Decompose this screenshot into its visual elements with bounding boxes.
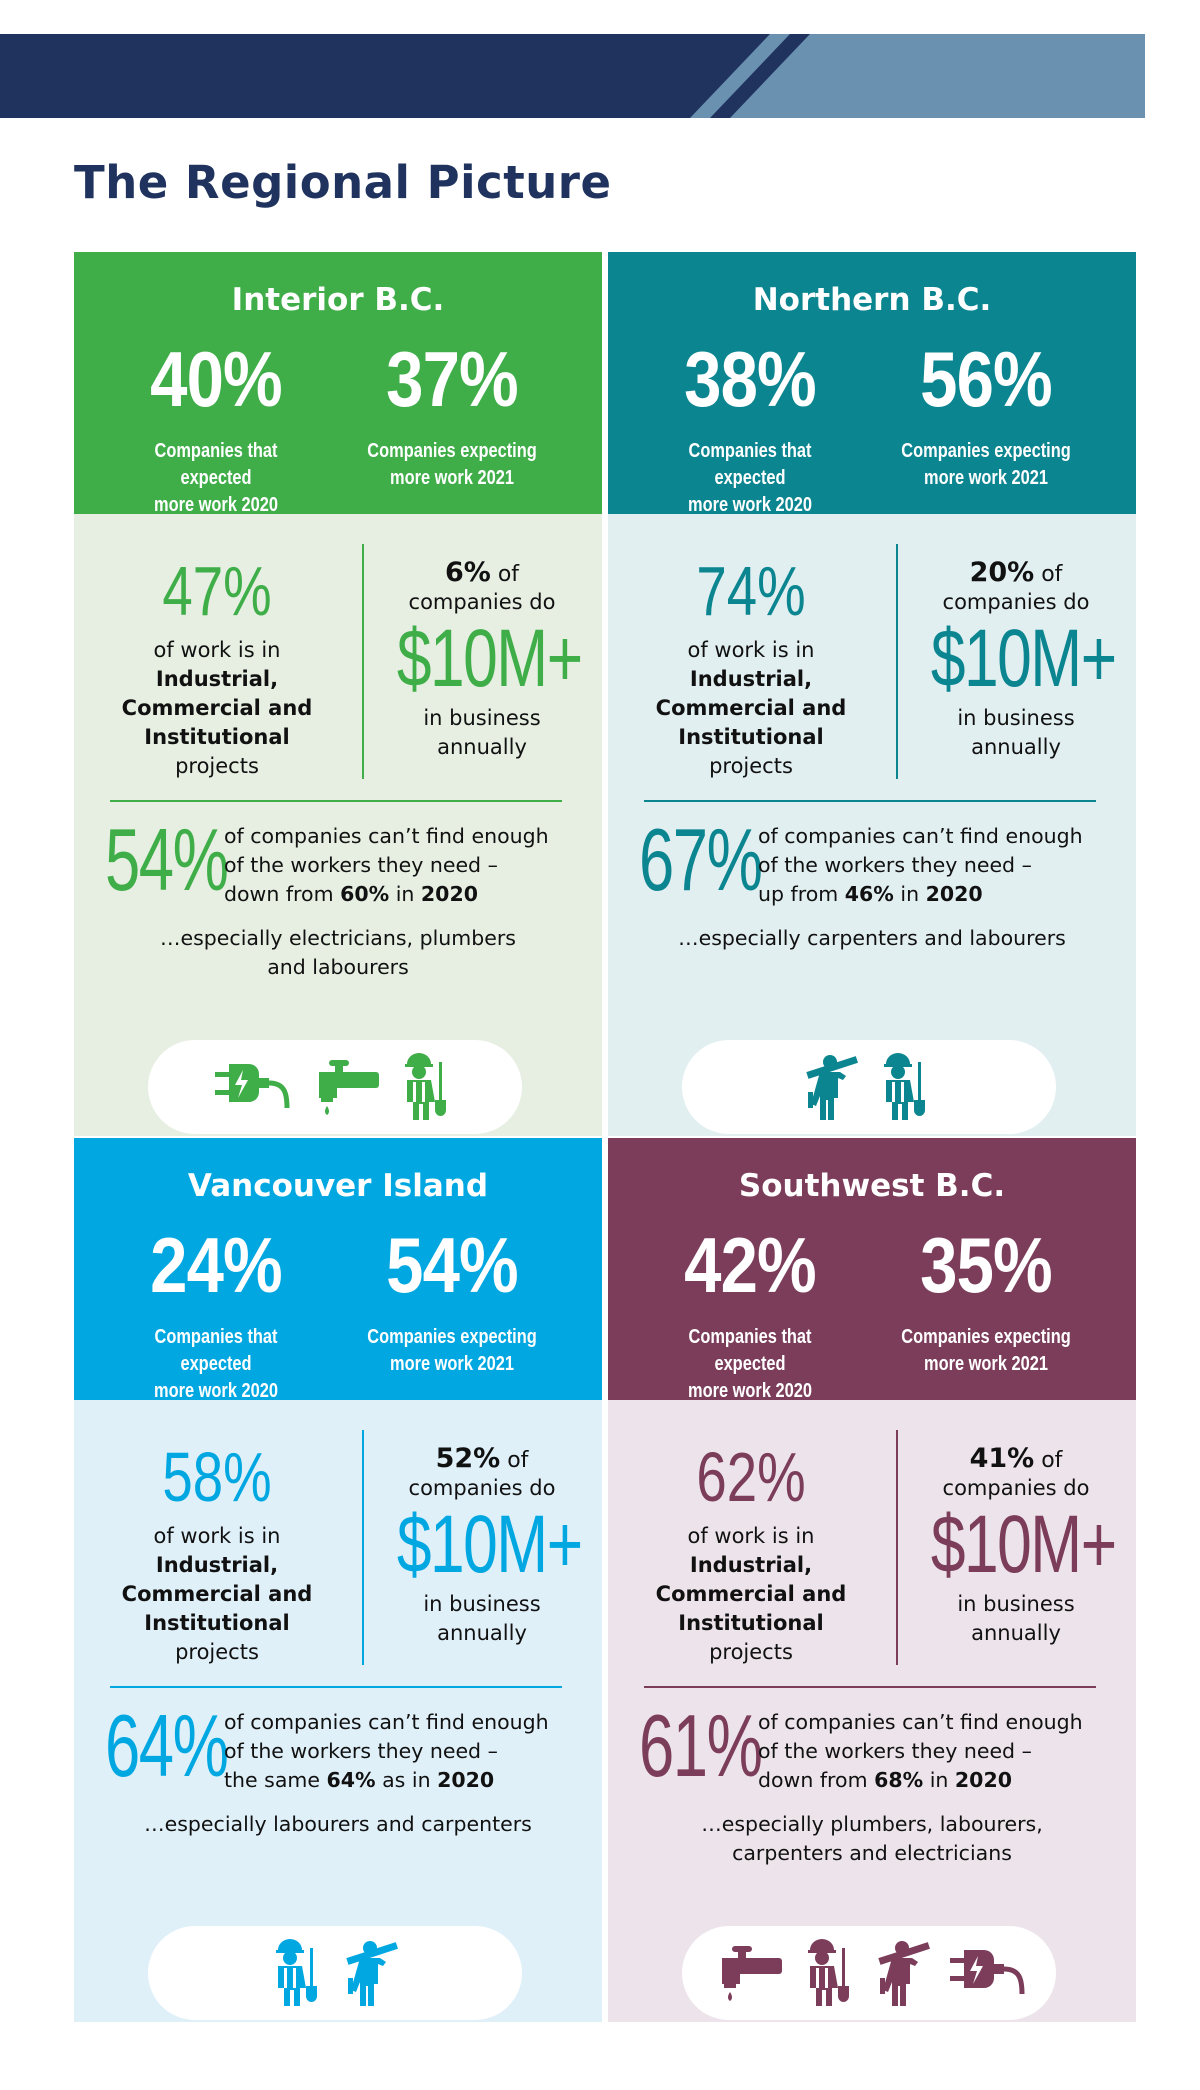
expected-2020-label: Companies that expected more work 2020 <box>688 1326 812 1402</box>
expecting-2021-label: Companies expecting more work 2021 <box>901 1326 1071 1375</box>
region-name: Interior B.C. <box>231 282 445 318</box>
region-panel-southwest: Southwest B.C. 42% 35% Companies that ex… <box>608 1138 1136 2022</box>
region-body: 62% of work is in Industrial, Commercial… <box>608 1400 1136 2022</box>
labourer-icon <box>270 1938 326 2008</box>
business-suffix: in business annually <box>423 706 541 759</box>
ici-percent: 58% <box>162 1438 272 1516</box>
business-threshold: $10M+ <box>396 613 583 704</box>
region-body: 58% of work is in Industrial, Commercial… <box>74 1400 602 2022</box>
trades-icon-pill <box>682 1040 1056 1134</box>
trades-icon-pill <box>682 1926 1056 2020</box>
horizontal-divider <box>644 800 1096 802</box>
labourer-icon <box>399 1052 455 1122</box>
expected-2020-label: Companies that expected more work 2020 <box>154 440 278 516</box>
region-name: Vancouver Island <box>187 1168 489 1204</box>
horizontal-divider <box>644 1686 1096 1688</box>
especially-trades: …especially carpenters and labourers <box>678 926 1066 950</box>
labourer-icon <box>878 1052 934 1122</box>
electric-plug-icon <box>215 1058 291 1116</box>
ici-description: of work is in Industrial, Commercial and… <box>121 1524 313 1664</box>
region-name: Southwest B.C. <box>738 1168 1006 1204</box>
business-percent: 20% of <box>969 557 1063 588</box>
region-body: 47% of work is in Industrial, Commercial… <box>74 514 602 1136</box>
expecting-2021-percent: 56% <box>920 335 1053 423</box>
horizontal-divider <box>110 1686 562 1688</box>
shortage-percent: 54% <box>105 810 229 909</box>
water-tap-icon <box>712 1942 784 2004</box>
expecting-2021-percent: 37% <box>386 335 519 423</box>
business-suffix: in business annually <box>957 1592 1075 1645</box>
expected-2020-label: Companies that expected more work 2020 <box>688 440 812 516</box>
ici-description: of work is in Industrial, Commercial and… <box>121 638 313 778</box>
expecting-2021-label: Companies expecting more work 2021 <box>367 440 537 489</box>
region-body: 74% of work is in Industrial, Commercial… <box>608 514 1136 1136</box>
vertical-divider <box>362 1430 364 1665</box>
trades-icon-pill <box>148 1926 522 2020</box>
region-panel-vancouver-island: Vancouver Island 24% 54% Companies that … <box>74 1138 602 2022</box>
region-header: Northern B.C. 38% 56% Companies that exp… <box>608 252 1136 516</box>
expecting-2021-label: Companies expecting more work 2021 <box>901 440 1071 489</box>
shortage-description: of companies can’t find enough of the wo… <box>758 1710 1083 1792</box>
especially-trades: …especially labourers and carpenters <box>144 1812 532 1836</box>
region-panel-interior: Interior B.C. 40% 37% Companies that exp… <box>74 252 602 1136</box>
expecting-2021-percent: 35% <box>920 1221 1053 1309</box>
business-prefix: companies do <box>408 1476 556 1500</box>
header-banner <box>0 34 1145 118</box>
vertical-divider <box>896 1430 898 1665</box>
business-prefix: companies do <box>942 590 1090 614</box>
business-suffix: in business annually <box>957 706 1075 759</box>
expected-2020-percent: 40% <box>150 335 283 423</box>
expecting-2021-label: Companies expecting more work 2021 <box>367 1326 537 1375</box>
shortage-description: of companies can’t find enough of the wo… <box>758 824 1083 906</box>
business-prefix: companies do <box>942 1476 1090 1500</box>
water-tap-icon <box>309 1056 381 1118</box>
carpenter-icon <box>804 1052 860 1122</box>
business-percent: 41% of <box>969 1443 1063 1474</box>
region-header: Vancouver Island 24% 54% Companies that … <box>74 1138 602 1402</box>
business-percent: 52% of <box>435 1443 529 1474</box>
expected-2020-label: Companies that expected more work 2020 <box>154 1326 278 1402</box>
especially-trades: …especially electricians, plumbers and la… <box>160 926 516 979</box>
expected-2020-percent: 24% <box>150 1221 283 1309</box>
shortage-description: of companies can’t find enough of the wo… <box>224 1710 549 1792</box>
business-threshold: $10M+ <box>930 613 1117 704</box>
carpenter-icon <box>876 1938 932 2008</box>
vertical-divider <box>362 544 364 779</box>
ici-percent: 74% <box>696 552 806 630</box>
business-suffix: in business annually <box>423 1592 541 1645</box>
business-threshold: $10M+ <box>396 1499 583 1590</box>
especially-trades: …especially plumbers, labourers, carpente… <box>701 1812 1043 1865</box>
expecting-2021-percent: 54% <box>386 1221 519 1309</box>
shortage-percent: 67% <box>639 810 763 909</box>
region-header: Southwest B.C. 42% 35% Companies that ex… <box>608 1138 1136 1402</box>
region-header: Interior B.C. 40% 37% Companies that exp… <box>74 252 602 516</box>
vertical-divider <box>896 544 898 779</box>
page-title: The Regional Picture <box>74 156 612 209</box>
ici-description: of work is in Industrial, Commercial and… <box>655 638 847 778</box>
electric-plug-icon <box>950 1944 1026 2002</box>
region-panel-northern: Northern B.C. 38% 56% Companies that exp… <box>608 252 1136 1136</box>
carpenter-icon <box>344 1938 400 2008</box>
business-percent: 6% of <box>444 557 520 588</box>
ici-description: of work is in Industrial, Commercial and… <box>655 1524 847 1664</box>
shortage-description: of companies can’t find enough of the wo… <box>224 824 549 906</box>
horizontal-divider <box>110 800 562 802</box>
ici-percent: 47% <box>162 552 272 630</box>
expected-2020-percent: 42% <box>684 1221 817 1309</box>
business-prefix: companies do <box>408 590 556 614</box>
region-name: Northern B.C. <box>752 282 992 318</box>
labourer-icon <box>802 1938 858 2008</box>
ici-percent: 62% <box>696 1438 806 1516</box>
business-threshold: $10M+ <box>930 1499 1117 1590</box>
expected-2020-percent: 38% <box>684 335 817 423</box>
shortage-percent: 61% <box>639 1696 763 1795</box>
shortage-percent: 64% <box>105 1696 229 1795</box>
trades-icon-pill <box>148 1040 522 1134</box>
